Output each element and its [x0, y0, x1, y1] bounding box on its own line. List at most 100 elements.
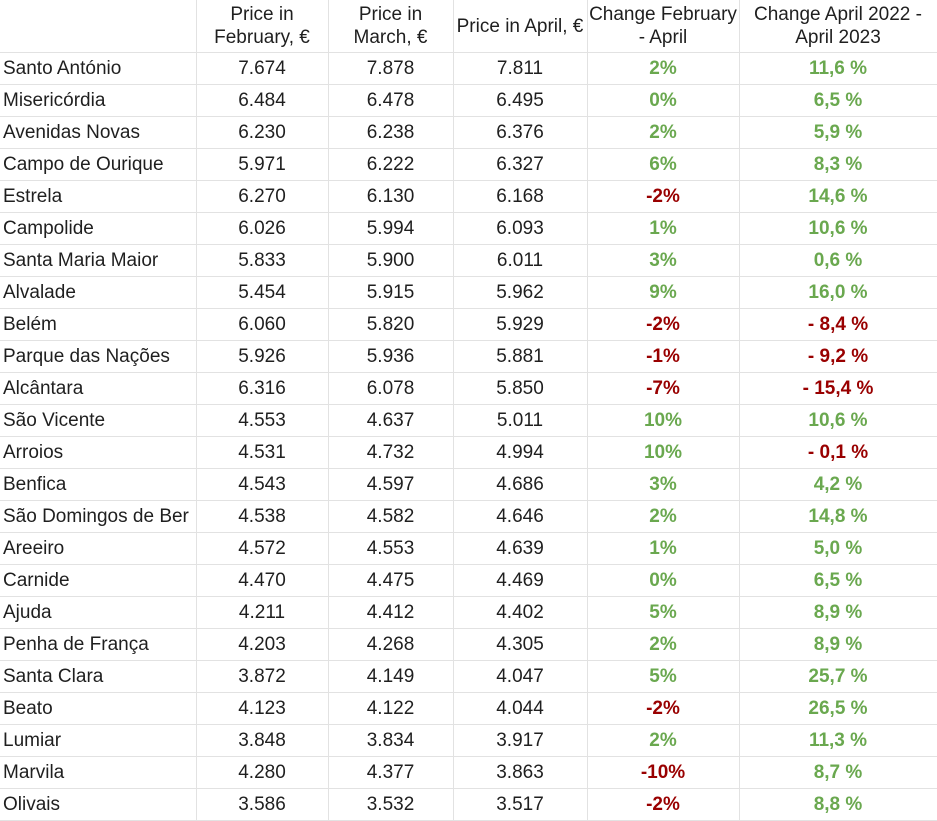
table-row: Santa Clara 3.872 4.149 4.047 5% 25,7 % — [0, 660, 937, 693]
cell-change-feb-apr: 5% — [587, 596, 740, 629]
cell-price-april: 4.044 — [453, 692, 588, 725]
cell-price-february: 6.026 — [196, 212, 329, 245]
cell-change-yoy: - 15,4 % — [739, 372, 937, 405]
cell-change-feb-apr: 2% — [587, 52, 740, 85]
table-row: Estrela 6.270 6.130 6.168 -2% 14,6 % — [0, 180, 937, 213]
cell-price-april: 5.881 — [453, 340, 588, 373]
cell-change-feb-apr: 2% — [587, 500, 740, 533]
cell-price-april: 3.863 — [453, 756, 588, 789]
table-row: Belém 6.060 5.820 5.929 -2% - 8,4 % — [0, 308, 937, 341]
cell-parish-name: São Vicente — [0, 404, 197, 437]
header-cell-parish — [0, 0, 197, 53]
table-row: Olivais 3.586 3.532 3.517 -2% 8,8 % — [0, 788, 937, 821]
cell-change-yoy: 4,2 % — [739, 468, 937, 501]
cell-change-yoy: - 0,1 % — [739, 436, 937, 469]
cell-change-yoy: 8,8 % — [739, 788, 937, 821]
cell-price-april: 5.011 — [453, 404, 588, 437]
cell-change-feb-apr: 3% — [587, 468, 740, 501]
cell-price-march: 4.732 — [328, 436, 454, 469]
cell-change-yoy: 14,6 % — [739, 180, 937, 213]
cell-change-feb-apr: 10% — [587, 436, 740, 469]
cell-price-february: 6.270 — [196, 180, 329, 213]
table-row: Beato 4.123 4.122 4.044 -2% 26,5 % — [0, 692, 937, 725]
cell-parish-name: Olivais — [0, 788, 197, 821]
cell-price-february: 6.316 — [196, 372, 329, 405]
cell-price-april: 6.495 — [453, 84, 588, 117]
cell-parish-name: Santo António — [0, 52, 197, 85]
cell-price-february: 4.123 — [196, 692, 329, 725]
table-row: Campo de Ourique 5.971 6.222 6.327 6% 8,3 % — [0, 148, 937, 181]
cell-change-yoy: 6,5 % — [739, 84, 937, 117]
table-row: Ajuda 4.211 4.412 4.402 5% 8,9 % — [0, 596, 937, 629]
table-row: Lumiar 3.848 3.834 3.917 2% 11,3 % — [0, 724, 937, 757]
cell-price-february: 5.926 — [196, 340, 329, 373]
cell-parish-name: Beato — [0, 692, 197, 725]
cell-parish-name: Santa Maria Maior — [0, 244, 197, 277]
cell-change-feb-apr: -2% — [587, 692, 740, 725]
cell-parish-name: Benfica — [0, 468, 197, 501]
cell-price-march: 4.412 — [328, 596, 454, 629]
cell-price-april: 5.850 — [453, 372, 588, 405]
cell-change-feb-apr: -7% — [587, 372, 740, 405]
cell-parish-name: Campolide — [0, 212, 197, 245]
cell-price-march: 7.878 — [328, 52, 454, 85]
cell-parish-name: Alcântara — [0, 372, 197, 405]
cell-price-march: 6.238 — [328, 116, 454, 149]
cell-parish-name: Lumiar — [0, 724, 197, 757]
cell-price-march: 5.994 — [328, 212, 454, 245]
cell-price-april: 5.962 — [453, 276, 588, 309]
cell-change-feb-apr: -2% — [587, 180, 740, 213]
cell-parish-name: Avenidas Novas — [0, 116, 197, 149]
cell-price-march: 3.834 — [328, 724, 454, 757]
cell-change-yoy: 11,3 % — [739, 724, 937, 757]
cell-change-yoy: 8,9 % — [739, 596, 937, 629]
table-row: São Vicente 4.553 4.637 5.011 10% 10,6 % — [0, 404, 937, 437]
cell-price-april: 6.011 — [453, 244, 588, 277]
cell-price-march: 5.820 — [328, 308, 454, 341]
cell-change-yoy: 10,6 % — [739, 404, 937, 437]
table-body: Santo António 7.674 7.878 7.811 2% 11,6 % Mise… — [0, 52, 937, 821]
cell-price-february: 6.484 — [196, 84, 329, 117]
table-row: Areeiro 4.572 4.553 4.639 1% 5,0 % — [0, 532, 937, 565]
table-row: São Domingos de Ber 4.538 4.582 4.646 2% 14,8… — [0, 500, 937, 533]
cell-change-yoy: 8,7 % — [739, 756, 937, 789]
cell-change-yoy: 25,7 % — [739, 660, 937, 693]
cell-change-feb-apr: 2% — [587, 724, 740, 757]
cell-price-february: 4.531 — [196, 436, 329, 469]
cell-price-february: 4.538 — [196, 500, 329, 533]
cell-change-yoy: 11,6 % — [739, 52, 937, 85]
cell-change-feb-apr: 9% — [587, 276, 740, 309]
cell-change-yoy: 16,0 % — [739, 276, 937, 309]
cell-price-march: 6.130 — [328, 180, 454, 213]
cell-change-yoy: - 8,4 % — [739, 308, 937, 341]
cell-parish-name: Misericórdia — [0, 84, 197, 117]
table-row: Avenidas Novas 6.230 6.238 6.376 2% 5,9 % — [0, 116, 937, 149]
cell-price-april: 3.517 — [453, 788, 588, 821]
cell-parish-name: Santa Clara — [0, 660, 197, 693]
cell-price-march: 6.078 — [328, 372, 454, 405]
cell-change-feb-apr: 2% — [587, 116, 740, 149]
table-row: Alvalade 5.454 5.915 5.962 9% 16,0 % — [0, 276, 937, 309]
table-row: Misericórdia 6.484 6.478 6.495 0% 6,5 % — [0, 84, 937, 117]
cell-parish-name: Arroios — [0, 436, 197, 469]
cell-change-yoy: 26,5 % — [739, 692, 937, 725]
cell-price-february: 3.872 — [196, 660, 329, 693]
cell-change-yoy: 5,0 % — [739, 532, 937, 565]
cell-price-april: 4.469 — [453, 564, 588, 597]
table-row: Penha de França 4.203 4.268 4.305 2% 8,9 % — [0, 628, 937, 661]
cell-price-february: 6.060 — [196, 308, 329, 341]
cell-change-yoy: 10,6 % — [739, 212, 937, 245]
cell-price-march: 6.478 — [328, 84, 454, 117]
cell-price-april: 4.646 — [453, 500, 588, 533]
cell-price-february: 4.211 — [196, 596, 329, 629]
cell-price-april: 6.093 — [453, 212, 588, 245]
cell-change-feb-apr: 1% — [587, 212, 740, 245]
cell-price-february: 5.971 — [196, 148, 329, 181]
cell-price-april: 7.811 — [453, 52, 588, 85]
cell-parish-name: Marvila — [0, 756, 197, 789]
cell-price-march: 4.475 — [328, 564, 454, 597]
table-row: Carnide 4.470 4.475 4.469 0% 6,5 % — [0, 564, 937, 597]
cell-price-april: 3.917 — [453, 724, 588, 757]
cell-price-february: 3.586 — [196, 788, 329, 821]
cell-change-feb-apr: 5% — [587, 660, 740, 693]
